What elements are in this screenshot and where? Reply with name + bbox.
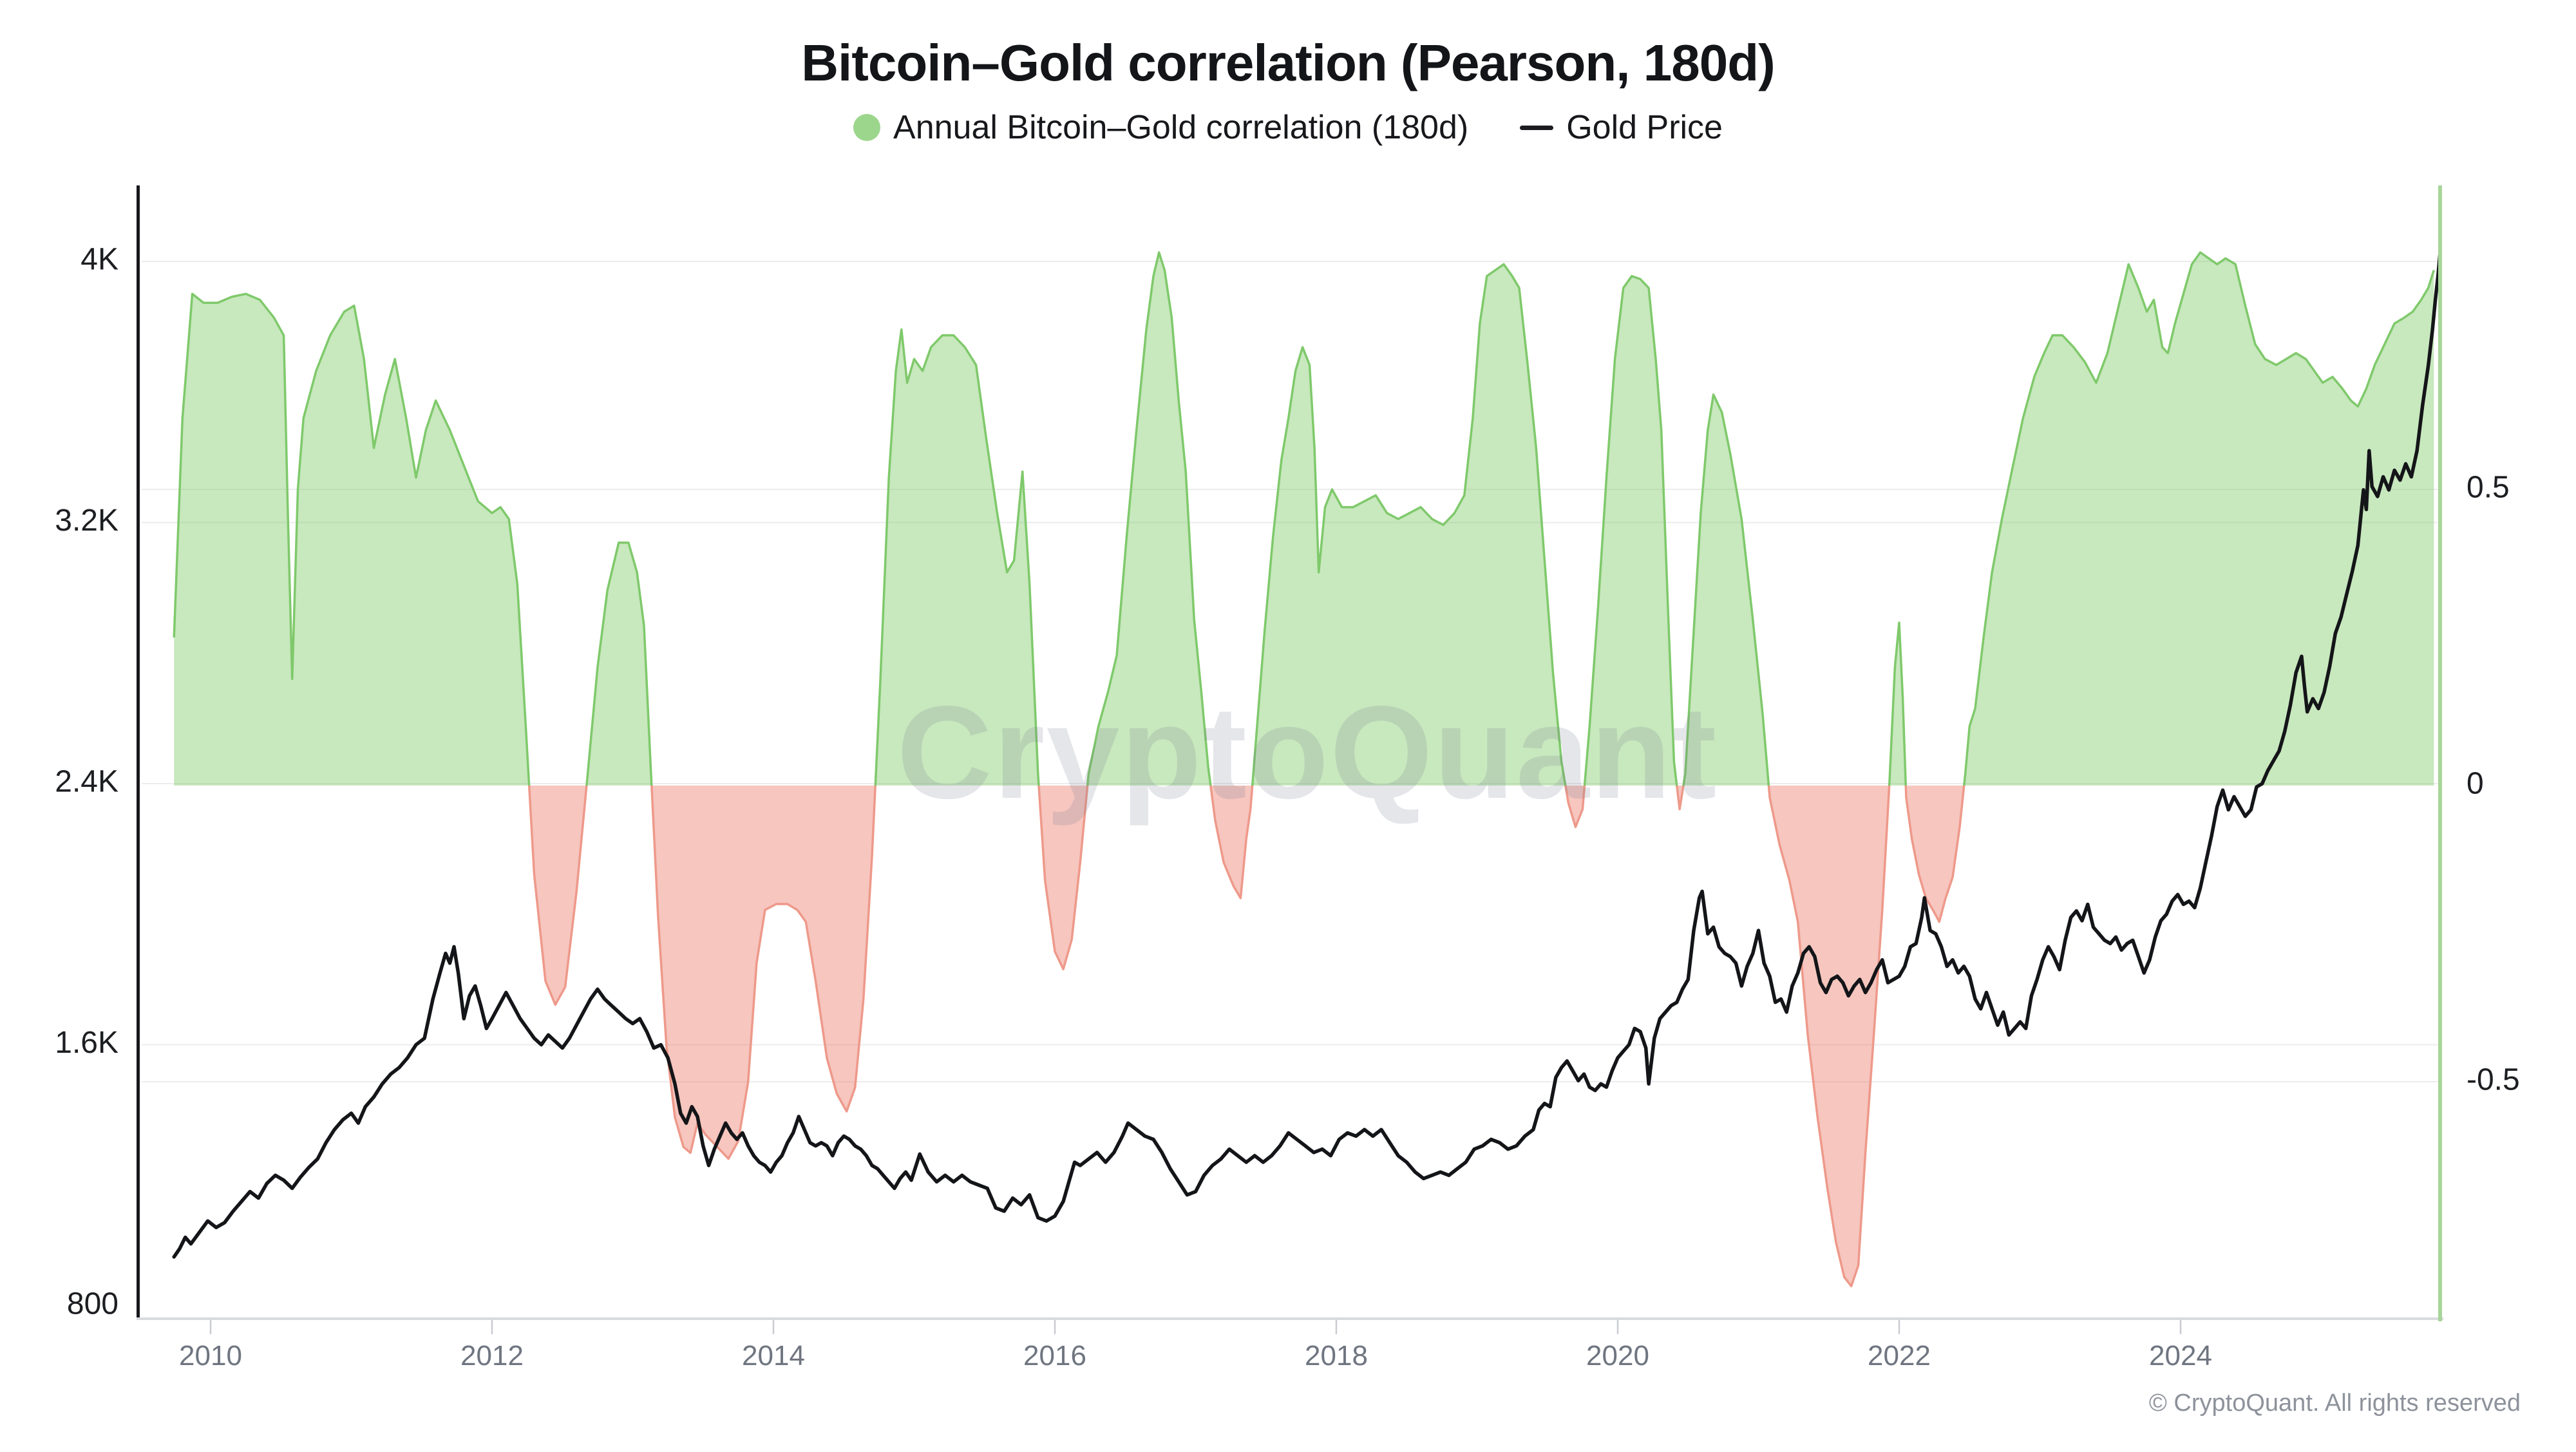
copyright-text: © CryptoQuant. All rights reserved bbox=[2148, 1390, 2521, 1417]
x-axis-tick-label: 2012 bbox=[460, 1340, 524, 1372]
right-axis-tick-label: -0.5 bbox=[2467, 1063, 2520, 1097]
page-title: Bitcoin–Gold correlation (Pearson, 180d) bbox=[801, 34, 1775, 91]
x-axis-tick-label: 2016 bbox=[1023, 1340, 1086, 1372]
x-axis-tick-label: 2014 bbox=[742, 1340, 805, 1372]
watermark-text: CryptoQuant bbox=[897, 679, 1718, 826]
left-axis-tick-label: 2.4K bbox=[55, 765, 118, 799]
chart-legend: Annual Bitcoin–Gold correlation (180d) G… bbox=[0, 108, 2576, 147]
correlation-line-positive bbox=[173, 251, 2435, 786]
correlation-area-positive bbox=[174, 252, 2434, 786]
x-axis-tick-label: 2010 bbox=[179, 1340, 242, 1372]
right-axis-line bbox=[2438, 185, 2442, 1321]
x-axis-tick-label: 2018 bbox=[1305, 1340, 1368, 1372]
x-axis-tick-label: 2024 bbox=[2149, 1340, 2212, 1372]
x-axis-tick-label: 2022 bbox=[1868, 1340, 1931, 1372]
gold-price-legend-line-icon bbox=[1520, 125, 1554, 130]
correlation-legend-dot-icon bbox=[853, 114, 881, 141]
left-axis-tick-label: 3.2K bbox=[55, 504, 118, 538]
right-axis-tick-label: 0.5 bbox=[2467, 471, 2510, 505]
right-axis-tick-label: 0 bbox=[2467, 767, 2484, 801]
left-axis-line bbox=[137, 185, 140, 1319]
gold-price-line bbox=[172, 250, 2442, 1259]
correlation-area-negative bbox=[174, 786, 2434, 1287]
left-axis-tick-label: 4K bbox=[80, 243, 118, 277]
left-axis-tick-label: 800 bbox=[67, 1287, 118, 1321]
gold-price-legend-label: Gold Price bbox=[1566, 109, 1723, 146]
bottom-axis-line bbox=[137, 1317, 2443, 1320]
left-axis-tick-label: 1.6K bbox=[55, 1026, 118, 1060]
x-axis-tick-label: 2020 bbox=[1586, 1340, 1649, 1372]
correlation-legend-label: Annual Bitcoin–Gold correlation (180d) bbox=[893, 109, 1469, 146]
